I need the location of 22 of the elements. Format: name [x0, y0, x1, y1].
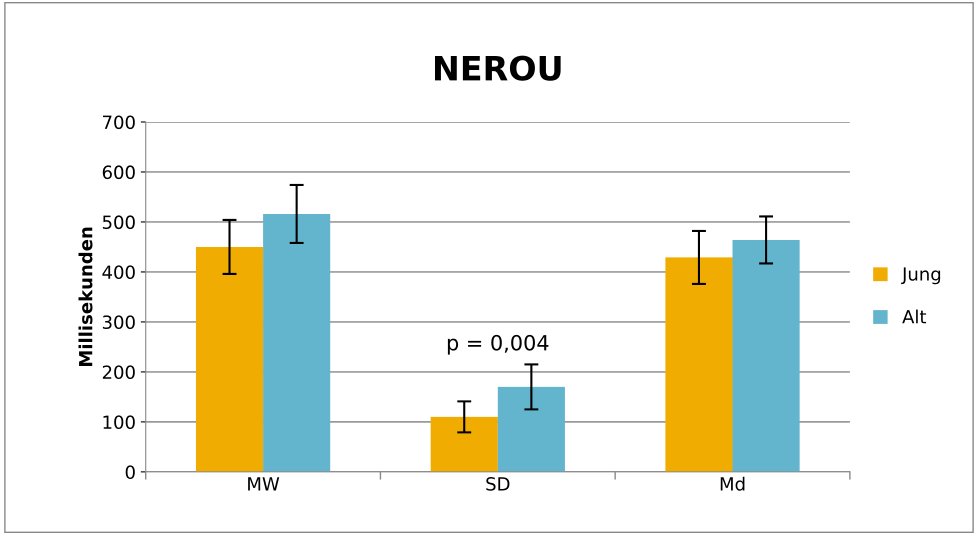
y-tick-label: 500	[102, 215, 135, 230]
bar	[732, 240, 800, 472]
bar	[665, 257, 733, 472]
y-tick-label: 300	[102, 315, 135, 330]
y-axis-title: Millisekunden	[78, 228, 92, 366]
bar	[263, 214, 330, 472]
x-tick-label: Md	[720, 476, 744, 491]
y-tick-label: 700	[103, 115, 135, 130]
y-tick-label: 600	[102, 165, 135, 180]
x-tick-label: MW	[248, 477, 280, 490]
legend-label: Jung	[901, 267, 940, 284]
bar	[196, 246, 264, 472]
bar	[430, 416, 498, 472]
y-tick-label: 200	[102, 365, 135, 380]
y-tick-label: 100	[104, 415, 135, 429]
bar	[498, 386, 565, 472]
legend-label: Alt	[902, 310, 926, 324]
x-tick-label: SD	[486, 477, 510, 491]
y-tick-label: 0	[126, 465, 135, 479]
annotation: p = 0,004	[448, 334, 548, 355]
y-tick-label: 400	[102, 265, 135, 280]
chart-title: NEROU	[434, 56, 561, 81]
